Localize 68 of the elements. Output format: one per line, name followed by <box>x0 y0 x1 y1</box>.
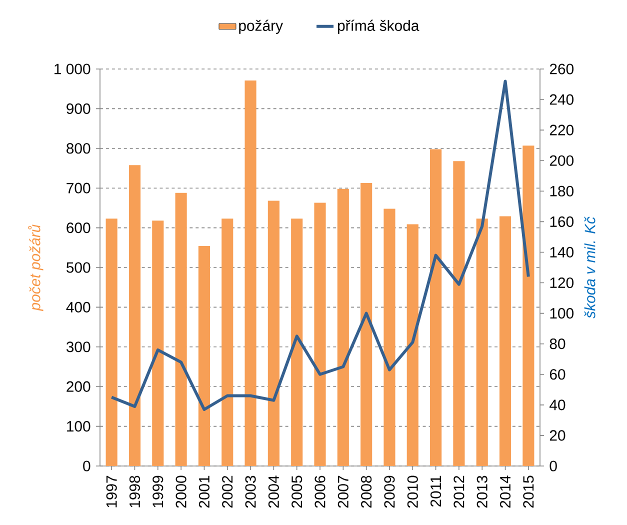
bar <box>430 149 442 466</box>
x-tick-label: 2002 <box>222 476 233 508</box>
y2-tick-label: 220 <box>550 124 574 136</box>
x-tick-label: 2009 <box>384 476 395 508</box>
x-tick-label: 2010 <box>407 476 418 508</box>
bar <box>360 182 372 466</box>
line-series <box>110 80 530 411</box>
y-tick-label: 800 <box>66 143 90 154</box>
y-tick-label: 700 <box>66 182 90 194</box>
y2-axis-title: škoda v mil. Kč <box>584 216 596 318</box>
bar <box>244 80 256 466</box>
x-tick-label: 2013 <box>476 476 488 508</box>
y-tick-label: 500 <box>66 262 90 273</box>
bar <box>291 218 303 466</box>
y-tick-label: 1 000 <box>54 64 90 74</box>
y2-tick-label: 160 <box>550 216 574 227</box>
x-tick-label: 2007 <box>338 476 348 508</box>
y2-tick-label: 100 <box>550 308 574 319</box>
bar <box>268 200 280 466</box>
x-tick-label: 2015 <box>523 476 534 508</box>
bar <box>337 188 349 466</box>
bar <box>106 218 118 466</box>
x-tick-label: 2012 <box>454 476 464 508</box>
legend-label: požáry <box>239 20 283 34</box>
y-tick-label: 900 <box>66 103 90 114</box>
y2-tick-label: 40 <box>550 400 566 410</box>
y-tick-label: 300 <box>66 342 90 352</box>
x-tick-label: 2008 <box>361 476 372 508</box>
x-tick-label: 1999 <box>152 476 164 508</box>
y2-tick-label: 20 <box>550 430 566 441</box>
y2-tick-label: 200 <box>550 155 574 166</box>
bar <box>175 192 187 466</box>
y2-tick-label: 240 <box>550 94 574 105</box>
bar <box>453 161 465 466</box>
bar <box>198 246 210 466</box>
bar <box>152 220 164 466</box>
y2-tick-label: 0 <box>550 460 557 472</box>
x-tick-label: 2011 <box>430 476 442 507</box>
bar <box>476 218 488 466</box>
x-tick-label: 2004 <box>268 476 279 508</box>
bar <box>499 216 512 466</box>
bar <box>222 218 234 466</box>
y-axis-title: počet požárů <box>28 224 44 312</box>
y-tick-label: 100 <box>67 421 90 432</box>
y-tick-label: 600 <box>66 222 90 234</box>
x-tick-label: 2003 <box>245 476 256 508</box>
legend-label: přímá škoda <box>338 20 420 34</box>
bar <box>384 208 396 466</box>
bar <box>314 202 326 466</box>
x-tick-label: 2005 <box>292 476 302 508</box>
x-tick-label: 2001 <box>198 476 210 508</box>
bar <box>406 224 418 466</box>
y2-tick-label: 80 <box>550 338 566 350</box>
y2-tick-label: 140 <box>550 246 574 258</box>
y-tick-label: 0 <box>83 460 90 472</box>
y2-tick-label: 180 <box>550 186 574 196</box>
x-tick-label: 1998 <box>129 476 140 508</box>
y2-tick-label: 60 <box>550 369 566 380</box>
y2-tick-label: 260 <box>550 64 574 74</box>
x-tick-label: 2006 <box>314 476 326 508</box>
y2-tick-label: 120 <box>550 277 574 288</box>
x-tick-label: 2014 <box>500 476 511 508</box>
y-tick-label: 400 <box>66 302 90 312</box>
y-tick-label: 200 <box>66 381 90 392</box>
x-tick-label: 1997 <box>106 476 117 508</box>
bar <box>128 165 141 466</box>
x-tick-label: 2000 <box>176 476 186 508</box>
bar <box>522 146 534 466</box>
